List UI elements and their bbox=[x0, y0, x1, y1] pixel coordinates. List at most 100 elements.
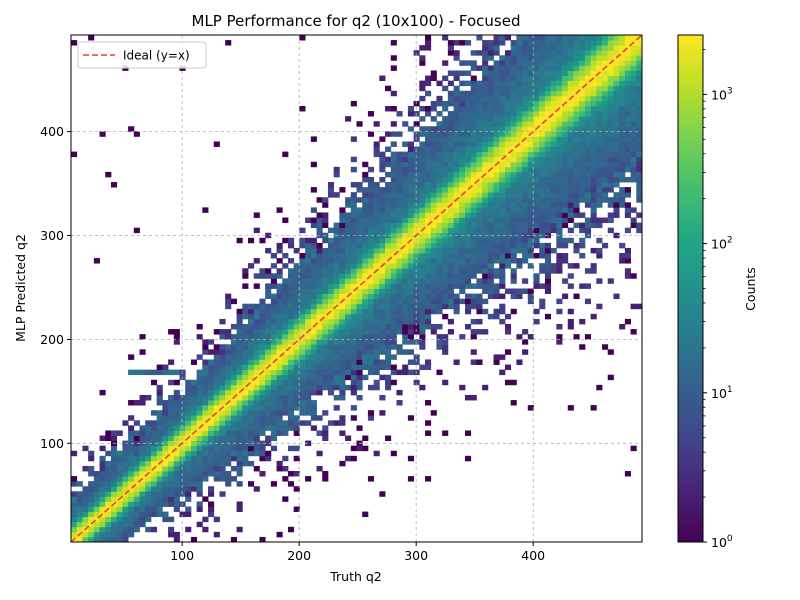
heatmap-cell bbox=[539, 131, 546, 137]
heatmap-cell bbox=[499, 40, 506, 46]
heatmap-cell bbox=[162, 471, 169, 477]
heatmap-cell bbox=[624, 55, 631, 61]
heatmap-cell bbox=[396, 273, 403, 279]
heatmap-cell bbox=[630, 126, 637, 132]
heatmap-cell bbox=[327, 303, 335, 310]
heatmap-cell bbox=[327, 354, 335, 360]
heatmap-cell bbox=[464, 105, 472, 112]
heatmap-cell bbox=[573, 151, 580, 158]
heatmap-cell bbox=[630, 80, 637, 87]
heatmap-cell bbox=[567, 80, 574, 87]
heatmap-cell bbox=[367, 227, 375, 234]
legend-label-ideal: Ideal (y=x) bbox=[123, 49, 190, 63]
heatmap-cell bbox=[339, 318, 346, 325]
heatmap-cell bbox=[362, 313, 369, 320]
heatmap-cell bbox=[396, 187, 403, 193]
heatmap-cell bbox=[510, 111, 517, 117]
heatmap-cell bbox=[596, 202, 603, 208]
heatmap-cell bbox=[379, 212, 386, 218]
heatmap-cell bbox=[476, 85, 483, 92]
heatmap-cell bbox=[128, 369, 135, 376]
heatmap-cell bbox=[613, 90, 620, 97]
heatmap-cell bbox=[362, 237, 369, 244]
heatmap-cell bbox=[299, 369, 306, 376]
heatmap-cell bbox=[487, 253, 494, 259]
heatmap-cell bbox=[145, 460, 152, 467]
heatmap-cell bbox=[202, 415, 209, 421]
heatmap-cell bbox=[579, 35, 586, 41]
heatmap-cell bbox=[282, 329, 289, 335]
heatmap-cell bbox=[356, 339, 363, 345]
heatmap-cell bbox=[510, 293, 517, 300]
heatmap-cell bbox=[282, 318, 289, 325]
heatmap-cell bbox=[333, 344, 340, 350]
heatmap-cell bbox=[436, 263, 443, 269]
heatmap-cell bbox=[230, 298, 237, 305]
heatmap-cell bbox=[510, 136, 517, 142]
heatmap-cell bbox=[619, 192, 626, 198]
heatmap-cell bbox=[396, 131, 403, 137]
heatmap-cell bbox=[259, 349, 266, 355]
heatmap-cell bbox=[453, 303, 460, 310]
heatmap-cell bbox=[510, 45, 517, 51]
heatmap-cell bbox=[504, 253, 512, 259]
heatmap-cell bbox=[630, 217, 637, 223]
heatmap-cell bbox=[447, 95, 454, 102]
heatmap-cell bbox=[242, 354, 249, 360]
heatmap-cell bbox=[379, 349, 386, 355]
heatmap-cell bbox=[350, 349, 357, 355]
heatmap-cell bbox=[179, 420, 186, 426]
heatmap-cell bbox=[510, 105, 517, 112]
heatmap-cell bbox=[493, 156, 500, 163]
heatmap-cell bbox=[162, 425, 169, 431]
heatmap-cell bbox=[367, 217, 375, 223]
heatmap-cell bbox=[385, 192, 392, 198]
heatmap-cell bbox=[584, 95, 592, 102]
heatmap-cell bbox=[322, 471, 329, 477]
heatmap-cell bbox=[128, 455, 135, 462]
heatmap-cell bbox=[487, 40, 494, 46]
heatmap-cell bbox=[584, 151, 592, 158]
heatmap-cell bbox=[482, 273, 489, 279]
heatmap-cell bbox=[602, 111, 609, 117]
heatmap-cell bbox=[293, 273, 300, 279]
heatmap-cell bbox=[259, 303, 266, 310]
heatmap-cell bbox=[396, 182, 403, 188]
heatmap-cell bbox=[533, 141, 540, 147]
heatmap-cell bbox=[293, 486, 300, 492]
heatmap-cell bbox=[413, 242, 420, 249]
heatmap-cell bbox=[259, 273, 266, 279]
heatmap-cell bbox=[128, 516, 135, 523]
heatmap-cell bbox=[350, 384, 357, 391]
heatmap-cell bbox=[476, 207, 483, 213]
heatmap-cell bbox=[584, 131, 592, 137]
heatmap-cell bbox=[550, 50, 557, 56]
heatmap-cell bbox=[613, 161, 620, 168]
heatmap-cell bbox=[630, 70, 637, 76]
heatmap-cell bbox=[619, 202, 626, 208]
heatmap-cell bbox=[430, 197, 437, 203]
heatmap-cell bbox=[425, 176, 432, 183]
heatmap-cell bbox=[567, 90, 574, 97]
heatmap-cell bbox=[510, 222, 517, 229]
heatmap-cell bbox=[162, 501, 169, 507]
heatmap-cell bbox=[396, 329, 403, 335]
heatmap-cell bbox=[624, 161, 631, 168]
heatmap-cell bbox=[544, 176, 552, 183]
heatmap-cell bbox=[339, 389, 346, 396]
heatmap-cell bbox=[464, 131, 472, 137]
heatmap-cell bbox=[402, 313, 409, 320]
heatmap-cell bbox=[333, 227, 340, 234]
heatmap-cell bbox=[339, 323, 346, 330]
heatmap-cell bbox=[385, 156, 392, 163]
heatmap-cell bbox=[373, 318, 380, 325]
heatmap-cell bbox=[310, 339, 317, 345]
heatmap-cell bbox=[402, 182, 409, 188]
heatmap-cell bbox=[362, 171, 369, 178]
heatmap-cell bbox=[504, 95, 512, 102]
heatmap-cell bbox=[150, 440, 158, 447]
heatmap-cell bbox=[527, 60, 534, 66]
heatmap-cell bbox=[173, 329, 180, 335]
heatmap-cell bbox=[385, 384, 392, 391]
heatmap-cell bbox=[407, 141, 414, 147]
